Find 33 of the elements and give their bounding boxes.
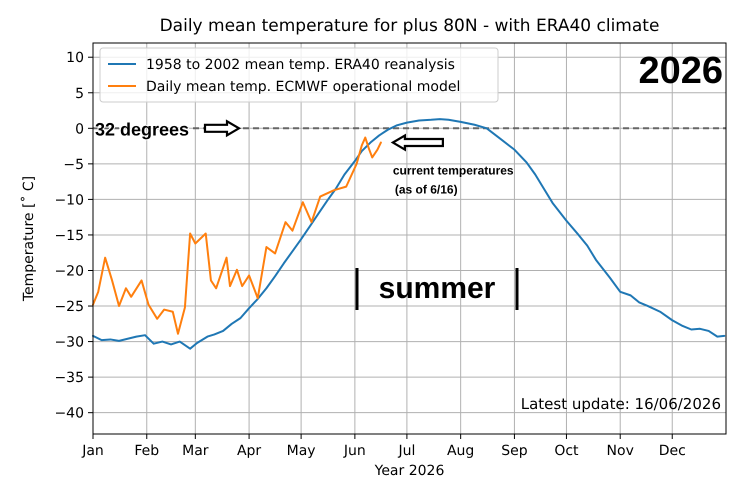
x-tick-label: Jan xyxy=(81,443,104,459)
y-tick-label: 10 xyxy=(66,50,84,66)
y-tick-label: −25 xyxy=(54,299,84,316)
legend-label: 1958 to 2002 mean temp. ERA40 reanalysis xyxy=(146,57,455,73)
annotation: current temperatures (as of 6/16) xyxy=(392,164,514,197)
x-tick-label: Apr xyxy=(236,443,262,459)
annotation: summer xyxy=(378,272,496,305)
y-tick-label: −20 xyxy=(54,263,84,280)
y-tick-label: −35 xyxy=(54,370,84,386)
y-tick-label: −5 xyxy=(63,156,84,173)
x-tick-label: Oct xyxy=(554,443,580,459)
x-axis-title: Year 2026 xyxy=(374,463,444,479)
line-series xyxy=(92,118,726,350)
annotation: Latest update: 16/06/2026 xyxy=(520,395,721,413)
chart-title: Daily mean temperature for plus 80N - with ERA40 climate xyxy=(160,16,660,36)
x-tick-label: Sep xyxy=(501,443,528,459)
y-tick-label: 0 xyxy=(75,121,84,138)
y-tick-label: −15 xyxy=(54,228,84,244)
y-axis-title: Temperature [˚ C] xyxy=(20,176,37,302)
y-tick-label: 5 xyxy=(75,86,84,102)
annotation: 2026 xyxy=(638,50,723,92)
x-tick-label: May xyxy=(286,443,316,459)
x-tick-label: Jun xyxy=(342,443,366,459)
x-tick-label: Mar xyxy=(182,443,209,459)
x-tick-label: Feb xyxy=(134,443,160,459)
x-tick-label: Jul xyxy=(397,443,416,459)
x-tick-label: Dec xyxy=(658,443,686,459)
y-tick-label: −40 xyxy=(54,406,84,422)
x-tick-label: Aug xyxy=(446,443,474,459)
y-tick-label: −10 xyxy=(54,192,84,208)
x-tick-label: Nov xyxy=(606,443,634,459)
legend-label: Daily mean temp. ECMWF operational model xyxy=(146,79,460,95)
y-tick-label: −30 xyxy=(54,334,84,351)
